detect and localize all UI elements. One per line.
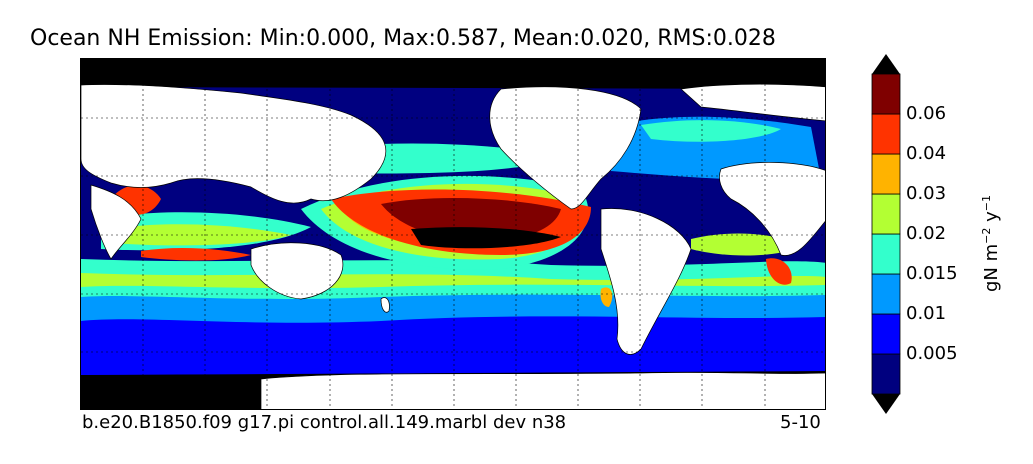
ocean-field-map (81, 59, 825, 409)
year-range: 5-10 (780, 412, 821, 433)
peru-hotspot (600, 287, 613, 307)
australia (250, 242, 344, 300)
greenland-europe-north (680, 83, 825, 122)
benguela-hotspot (766, 258, 792, 285)
colorbar (871, 54, 901, 414)
antarctica (260, 372, 825, 409)
colorbar-tick-label: 0.03 (906, 183, 947, 204)
africa-west (719, 162, 825, 256)
colorbar-extend-min (872, 394, 900, 414)
colorbar-segment (871, 273, 901, 315)
pacific-band-black (411, 227, 561, 249)
indian-hotspot (141, 248, 251, 261)
new-zealand (380, 297, 390, 313)
eurasia (81, 84, 387, 204)
colorbar-tick-label: 0.015 (906, 263, 958, 284)
colorbar-segment (871, 313, 901, 355)
colorbar-segment (871, 353, 901, 395)
north-atlantic-cyan (641, 120, 781, 142)
north-america (489, 86, 642, 210)
colorbar-tick-label: 0.06 (906, 103, 947, 124)
map-panel (80, 58, 826, 410)
land (81, 83, 825, 409)
colorbar-segment (871, 73, 901, 115)
colorbar-tick-label: 0.02 (906, 223, 947, 244)
colorbar-segment (871, 233, 901, 275)
colorbar-tick-label: 0.04 (906, 143, 947, 164)
colorbar-segment (871, 193, 901, 235)
colorbar-tick-label: 0.01 (906, 303, 947, 324)
colorbar-segment (871, 153, 901, 195)
arctic-low-band (81, 59, 825, 89)
africa-east (90, 184, 142, 260)
colorbar-tick-label: 0.005 (906, 343, 958, 364)
graticule (81, 59, 825, 409)
plot-title: Ocean NH Emission: Min:0.000, Max:0.587,… (30, 26, 776, 51)
units-label: gN m−2 y−1 (980, 195, 1002, 292)
colorbar-extend-max (872, 54, 900, 74)
case-name: b.e20.B1850.f09 g17.pi control.all.149.m… (82, 412, 567, 433)
colorbar-segment (871, 113, 901, 155)
south-america (600, 208, 692, 355)
